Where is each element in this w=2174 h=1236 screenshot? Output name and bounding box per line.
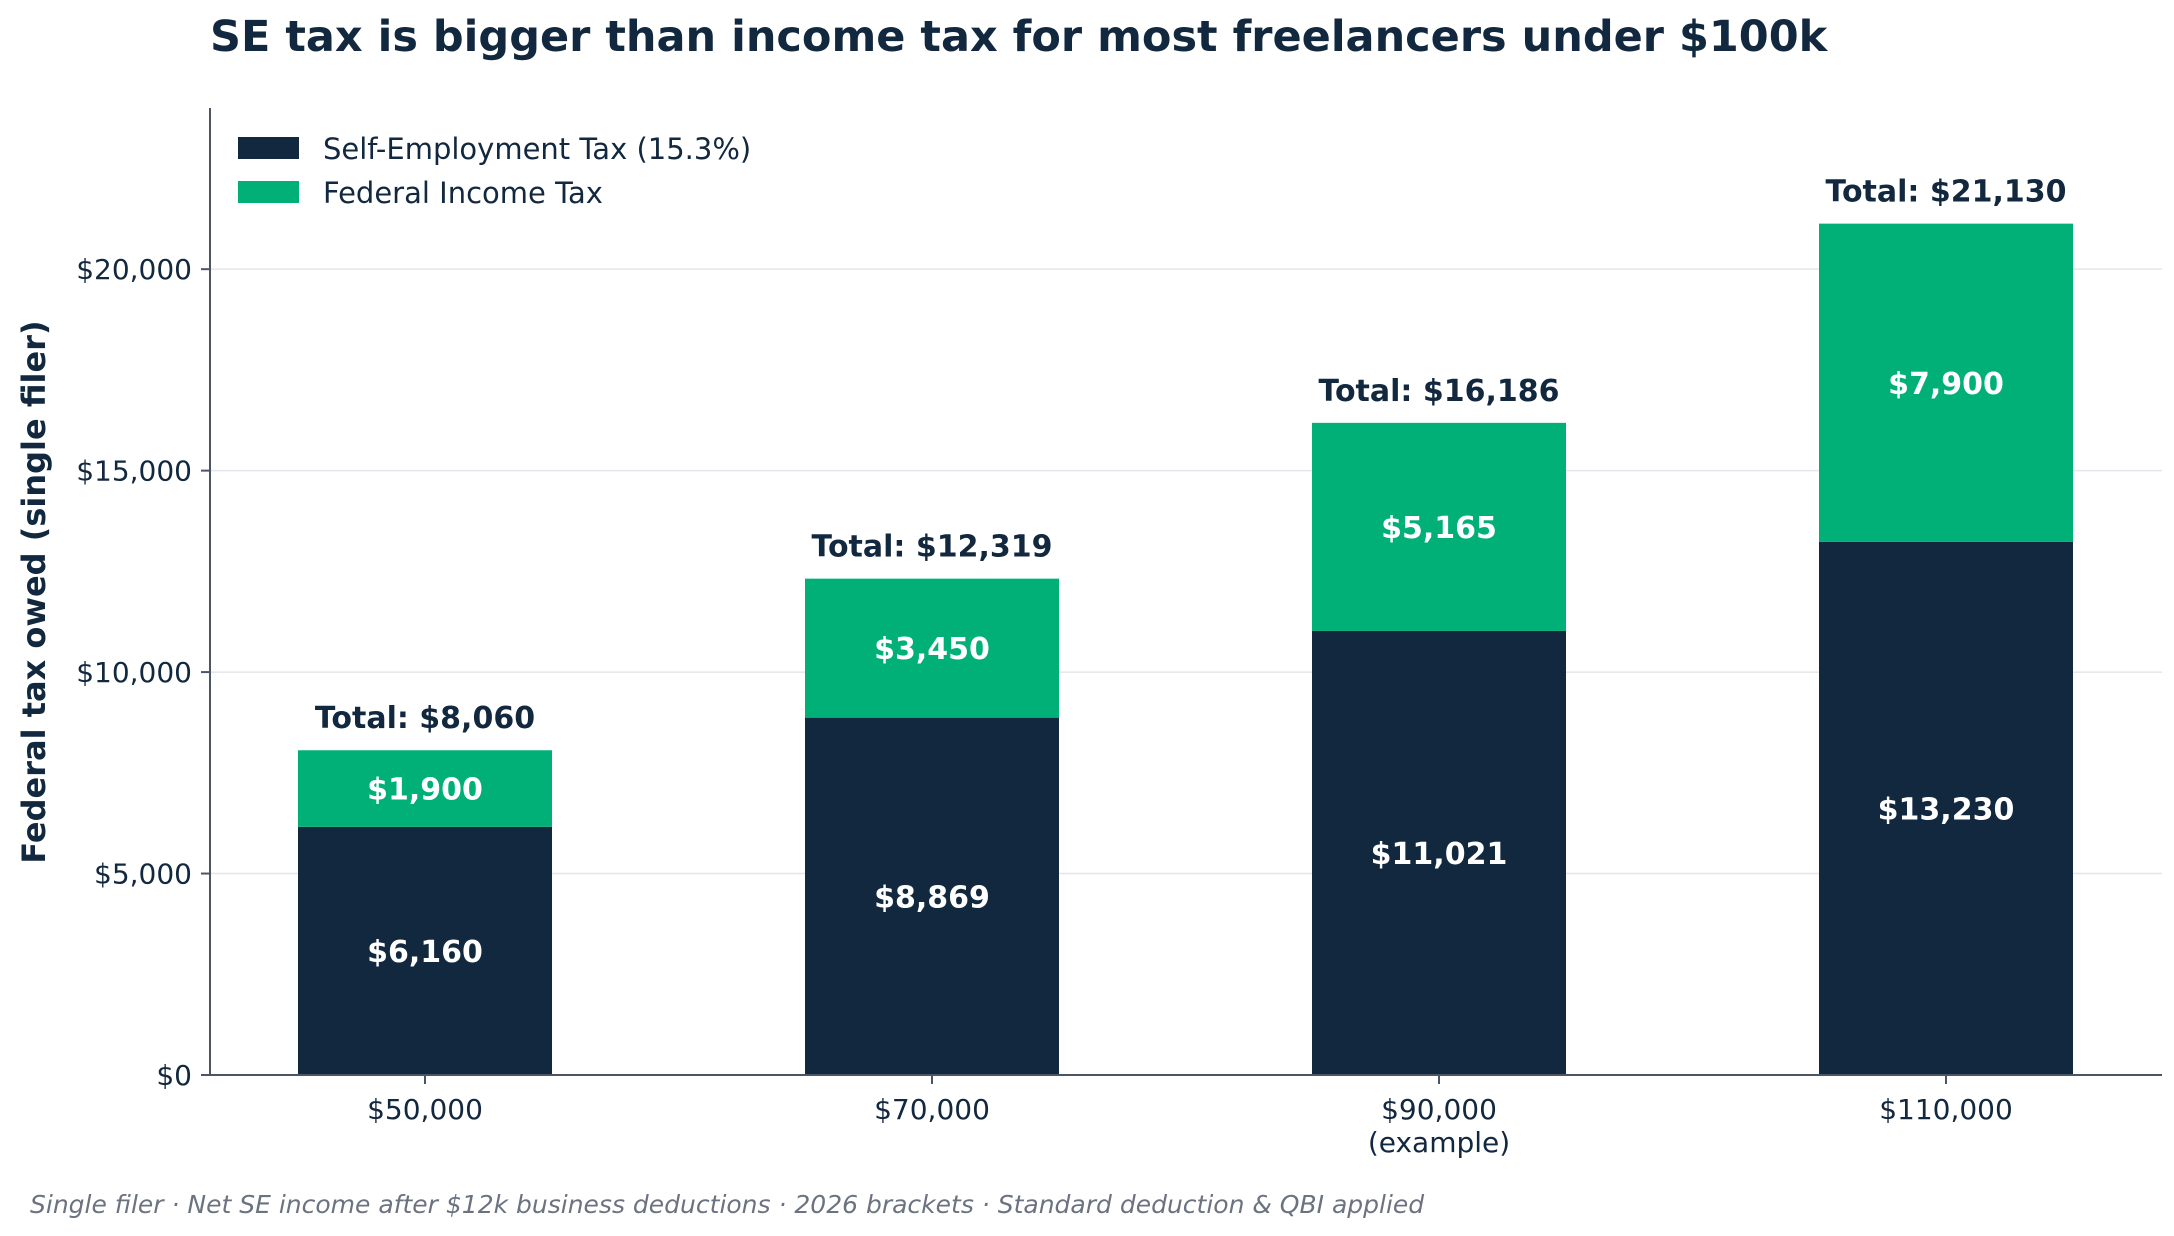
bar-label-se-tax: $8,869 [874, 880, 990, 915]
legend-swatch-se-tax [238, 137, 299, 159]
bar-segment-se-tax [1819, 541, 2073, 1075]
y-tick-label: $15,000 [76, 455, 192, 488]
x-tick-label: $70,000 [874, 1093, 990, 1126]
bar-segment-income-tax [805, 578, 1059, 718]
bar-label-income-tax: $1,900 [367, 773, 483, 808]
y-tick-label: $5,000 [94, 858, 192, 891]
bar-label-income-tax: $3,450 [874, 632, 990, 667]
total-label: Total: $21,130 [1825, 175, 2066, 210]
x-tick-label: $110,000 [1879, 1093, 2013, 1126]
bar-labels: $6,160 $1,900 Total: $8,060 $8,869 $3,450 Tot… [315, 175, 2067, 970]
legend-label-se-tax: Self-Employment Tax (15.3%) [323, 132, 751, 166]
legend-swatch-income-tax [238, 181, 299, 203]
bar-segment-se-tax [298, 826, 552, 1075]
bar-label-se-tax: $6,160 [367, 935, 483, 970]
bar-segment-se-tax [1312, 630, 1566, 1075]
footnote: Single filer · Net SE income after $12k … [30, 1190, 1424, 1219]
y-tick-label: $0 [156, 1059, 192, 1092]
bar-label-income-tax: $7,900 [1888, 367, 2004, 402]
y-tick-label: $10,000 [76, 656, 192, 689]
y-axis-label: Federal tax owed (single filer) [15, 320, 53, 863]
total-label: Total: $12,319 [811, 530, 1052, 565]
bar-label-income-tax: $5,165 [1381, 511, 1497, 546]
bar-segment-income-tax [1819, 223, 2073, 542]
bars [298, 223, 2073, 1075]
bar-segment-se-tax [805, 717, 1059, 1075]
bar-label-se-tax: $13,230 [1878, 792, 2015, 827]
y-tick-label: $20,000 [76, 253, 192, 286]
axes: $0 $5,000 $10,000 $15,000 $20,000 $50,000 $70,… [76, 108, 2162, 1159]
bar-segment-income-tax [1312, 422, 1566, 631]
total-label: Total: $16,186 [1318, 374, 1559, 409]
bar-segment-income-tax [298, 750, 552, 827]
bar-label-se-tax: $11,021 [1371, 837, 1508, 872]
x-tick-label: $50,000 [367, 1093, 483, 1126]
x-tick-label: $90,000 (example) [1368, 1093, 1510, 1159]
legend-label-income-tax: Federal Income Tax [323, 176, 603, 210]
chart-title: SE tax is bigger than income tax for mos… [210, 12, 1829, 62]
total-label: Total: $8,060 [315, 701, 535, 736]
legend: Self-Employment Tax (15.3%) Federal Inco… [238, 132, 751, 210]
